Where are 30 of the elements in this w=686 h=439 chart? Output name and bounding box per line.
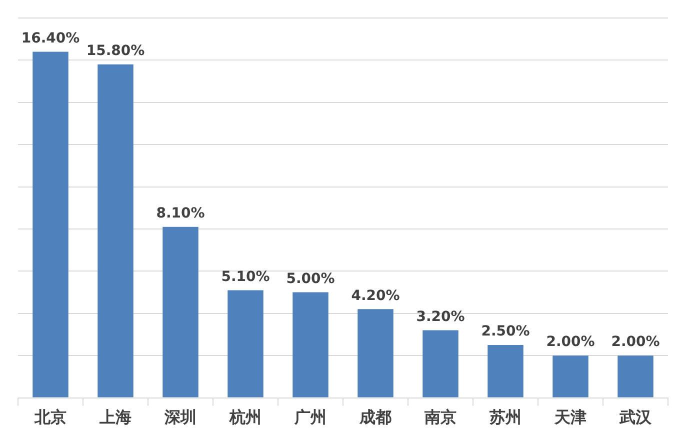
bar (228, 290, 264, 398)
bar (618, 356, 654, 398)
x-tick-label: 武汉 (618, 408, 652, 427)
data-label: 5.00% (286, 270, 335, 287)
x-tick-label: 苏州 (488, 408, 522, 427)
bar (358, 309, 394, 398)
x-tick-label: 南京 (424, 408, 456, 427)
data-label: 8.10% (156, 206, 205, 222)
bar (488, 345, 524, 398)
x-tick-label: 北京 (34, 408, 66, 427)
bar (162, 226, 198, 398)
data-label: 5.10% (221, 268, 270, 285)
data-label: 2.00% (546, 334, 595, 350)
data-label: 3.20% (416, 308, 465, 325)
bar (98, 64, 134, 398)
data-label: 4.20% (351, 288, 400, 304)
bar (552, 356, 588, 398)
data-label: 2.50% (481, 324, 530, 340)
data-label: 16.40% (21, 30, 80, 46)
bar (32, 52, 68, 398)
bar (422, 330, 458, 398)
x-tick-label: 天津 (554, 408, 586, 427)
x-tick-label: 深圳 (164, 408, 196, 427)
x-tick-label: 广州 (294, 408, 326, 427)
data-label: 2.00% (611, 334, 660, 350)
x-tick-label: 杭州 (228, 408, 262, 427)
data-label: 15.80% (86, 43, 145, 60)
x-tick-label: 上海 (98, 408, 132, 427)
x-tick-label: 成都 (358, 408, 392, 427)
bar (292, 292, 328, 398)
